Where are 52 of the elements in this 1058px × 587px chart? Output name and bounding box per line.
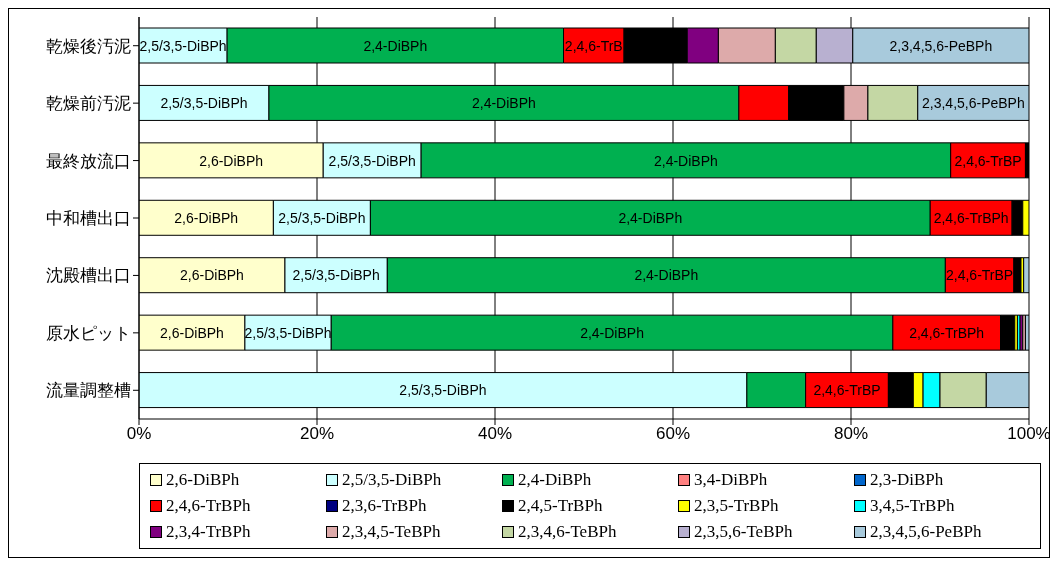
legend-label: 3,4-DiBPh (694, 470, 768, 490)
x-tick-label: 20% (299, 424, 335, 444)
annotation: 2,6-DiBPh (199, 152, 264, 169)
annotation: 2,4,6-TrBPh (933, 210, 1009, 226)
annotation: 2,5/3,5-DiBPh (292, 267, 380, 284)
annotation: 2,4-DiBPh (634, 267, 699, 284)
y-tick-label: 中和槽出口 (46, 208, 131, 229)
annotation: 2,4-DiBPh (580, 324, 644, 341)
annotation: 2,3,4,5,6-PeBPh (889, 37, 993, 54)
legend-label: 2,4,5-TrBPh (518, 496, 603, 516)
annotation: 2,4-DiBPh (471, 95, 536, 112)
annotation: 2,4,6-TrBP (946, 267, 1014, 284)
y-tick-label: 沈殿槽出口 (46, 265, 131, 286)
legend-label: 3,4,5-TrBPh (870, 496, 955, 516)
annotation: 2,4,6-TrB (564, 37, 623, 54)
legend-label: 2,3,4,5-TeBPh (342, 522, 441, 542)
annotation: 2,5/3,5-DiBPh (160, 95, 248, 112)
y-tick-label: 原水ピット (46, 322, 131, 343)
annotation: 2,4-DiBPh (654, 152, 718, 169)
annotation: 2,4,6-TrBPh (909, 324, 985, 341)
annotation: 2,4-DiBPh (618, 210, 683, 226)
x-tick-label: 60% (655, 424, 691, 444)
legend-label: 2,3,4,6-TeBPh (518, 522, 617, 542)
y-tick-label: 流量調整槽 (46, 380, 131, 401)
legend-label: 2,4-DiBPh (518, 470, 592, 490)
legend-label: 2,5/3,5-DiBPh (342, 470, 442, 490)
legend-label: 2,3,6-TrBPh (342, 496, 427, 516)
y-tick-label: 最終放流口 (46, 150, 131, 171)
annotation: 2,5/3,5-DiBPh (328, 152, 416, 169)
annotation: 2,6-DiBPh (160, 324, 224, 341)
x-tick-label: 80% (833, 424, 869, 444)
legend-label: 2,4,6-TrBPh (166, 496, 251, 516)
x-tick-label: 0% (126, 424, 152, 444)
annotation: 2,5/3,5-DiBPh (399, 382, 487, 399)
legend-label: 2,6-DiBPh (166, 470, 240, 490)
annotation: 2,6-DiBPh (174, 210, 239, 226)
annotation: 2,5/3,5-DiBPh (278, 210, 366, 226)
annotation: 2,3,4,5,6-PeBPh (922, 95, 1025, 112)
annotation: 2,4,6-TrBP (813, 382, 881, 399)
y-tick-label: 乾燥後汚泥 (46, 35, 131, 56)
legend-label: 2,3,4-TrBPh (166, 522, 251, 542)
legend-label: 2,3,5-TrBPh (694, 496, 779, 516)
legend-label: 2,3,4,5,6-PeBPh (870, 522, 982, 542)
y-tick-label: 乾燥前汚泥 (46, 93, 131, 114)
annotation: 2,4-DiBPh (363, 37, 428, 54)
annotation: 2,5/3,5-DiBPh (139, 37, 227, 54)
x-tick-label: 40% (477, 424, 513, 444)
legend-label: 2,3-DiBPh (870, 470, 944, 490)
annotation: 2,4,6-TrBP (954, 152, 1022, 169)
legend-label: 2,3,5,6-TeBPh (694, 522, 793, 542)
annotation: 2,6-DiBPh (180, 267, 244, 284)
annotation: 2,5/3,5-DiBPh (244, 324, 332, 341)
